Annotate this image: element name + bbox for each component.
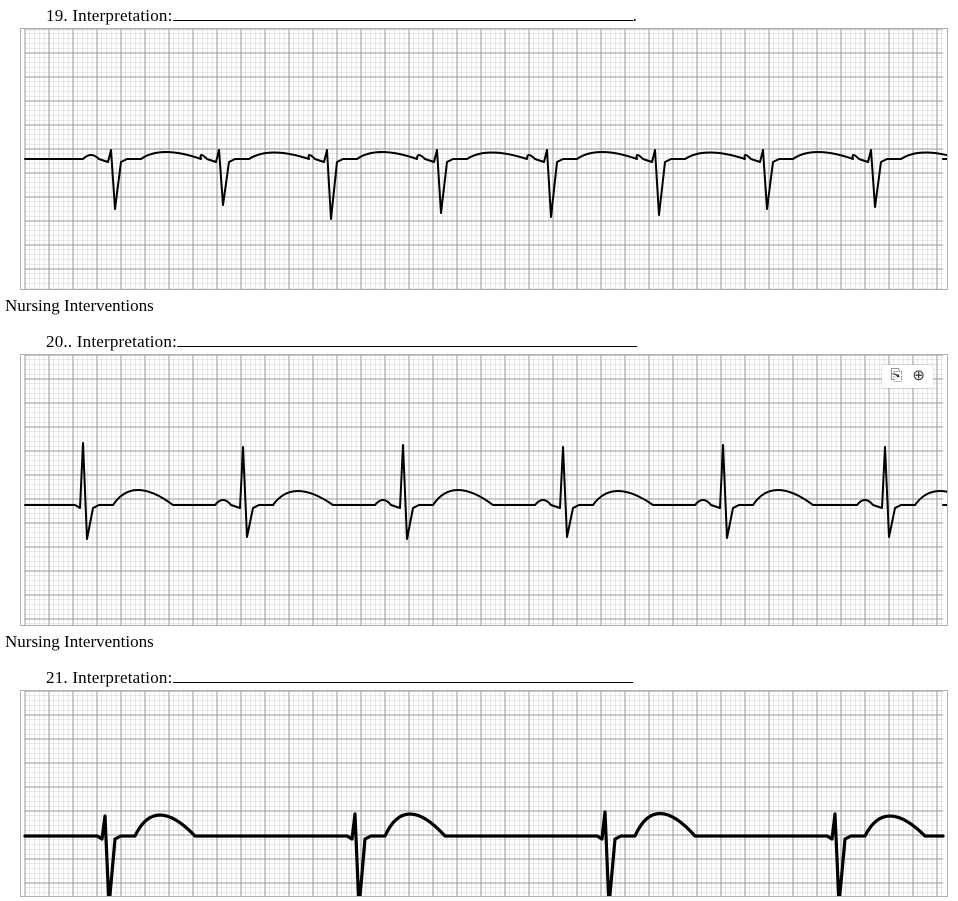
trailing-period: .	[633, 6, 637, 25]
copy-icon[interactable]: ⎘	[890, 369, 902, 384]
ecg-strip: ⎘⊕	[20, 354, 948, 626]
image-toolbar: ⎘⊕	[882, 365, 933, 388]
question-label: 20.. Interpretation:	[0, 326, 958, 354]
question-label: 21. Interpretation:	[0, 662, 958, 690]
ecg-svg	[21, 355, 947, 625]
ecg-svg	[21, 29, 947, 289]
blank-line	[177, 330, 637, 347]
question-number: 21.	[46, 668, 68, 687]
ecg-strip	[20, 28, 948, 290]
question-label: 19. Interpretation:.	[0, 0, 958, 28]
question-prompt: Interpretation:	[72, 6, 172, 25]
zoom-icon[interactable]: ⊕	[912, 369, 925, 384]
question-number: 20..	[46, 332, 72, 351]
nursing-interventions-label: Nursing Interventions	[0, 294, 958, 326]
question-prompt: Interpretation:	[77, 332, 177, 351]
question-prompt: Interpretation:	[72, 668, 172, 687]
ecg-svg	[21, 691, 947, 896]
nursing-interventions-label: Nursing Interventions	[0, 630, 958, 662]
question-number: 19.	[46, 6, 68, 25]
blank-line	[173, 666, 633, 683]
ecg-strip	[20, 690, 948, 897]
blank-line	[173, 4, 633, 21]
